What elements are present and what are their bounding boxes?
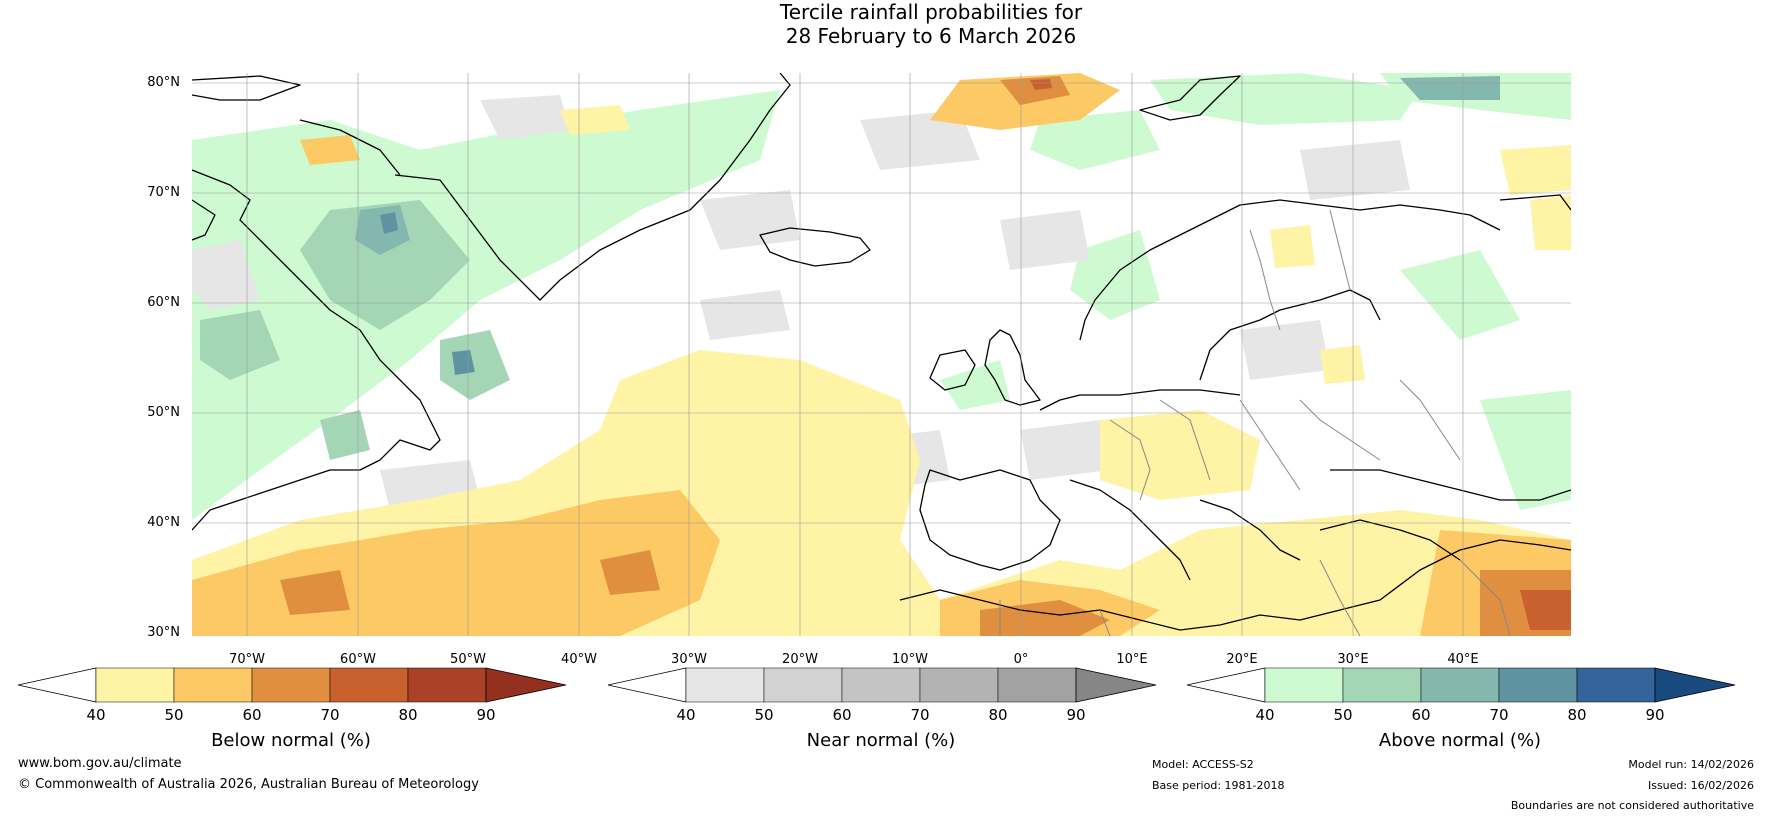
- lat-label: 30°N: [147, 625, 180, 640]
- legend-tick: 50: [164, 706, 184, 724]
- legend-tick: 80: [988, 706, 1008, 724]
- lon-label: 0°: [1013, 652, 1029, 667]
- model-name: Model: ACCESS-S2: [1152, 758, 1254, 771]
- legend-label-near-normal: Near normal (%): [806, 730, 956, 751]
- legend-tick: 60: [242, 706, 262, 724]
- lon-label: 50°W: [450, 652, 486, 667]
- legend-tick: 70: [1489, 706, 1509, 724]
- lon-label: 40°E: [1447, 652, 1479, 667]
- legend-below-normal-bar: [17, 667, 567, 703]
- legend-tick: 70: [320, 706, 340, 724]
- legend-tick: 50: [754, 706, 774, 724]
- legend-label-above-normal: Above normal (%): [1378, 730, 1542, 751]
- lon-label: 20°E: [1226, 652, 1258, 667]
- lat-label: 40°N: [147, 515, 180, 530]
- website-link[interactable]: www.bom.gov.au/climate: [18, 756, 182, 771]
- model-run-date: Model run: 14/02/2026: [1628, 758, 1754, 771]
- lat-label: 60°N: [147, 295, 180, 310]
- title-line-1: Tercile rainfall probabilities for: [779, 0, 1083, 24]
- lat-label: 50°N: [147, 405, 180, 420]
- legend-tick: 90: [476, 706, 496, 724]
- lon-label: 40°W: [561, 652, 597, 667]
- legend-tick: 60: [1411, 706, 1431, 724]
- country-borders: [999, 209, 1511, 636]
- legend-tick: 50: [1333, 706, 1353, 724]
- base-period: Base period: 1981-2018: [1152, 779, 1285, 792]
- legend-tick: 80: [1567, 706, 1587, 724]
- lon-label: 10°W: [892, 652, 928, 667]
- probability-patches: [192, 73, 1571, 636]
- legend-tick: 70: [910, 706, 930, 724]
- lon-label: 30°E: [1337, 652, 1369, 667]
- legend-tick: 90: [1645, 706, 1665, 724]
- lat-label: 70°N: [147, 185, 180, 200]
- lon-label: 30°W: [671, 652, 707, 667]
- lon-label: 70°W: [229, 652, 265, 667]
- lon-label: 60°W: [340, 652, 376, 667]
- legend-tick: 90: [1066, 706, 1086, 724]
- legend-tick: 40: [1255, 706, 1275, 724]
- coastlines: [192, 73, 1571, 631]
- legend-tick: 40: [676, 706, 696, 724]
- legend-label-below-normal: Below normal (%): [211, 730, 371, 751]
- copyright-notice: © Commonwealth of Australia 2026, Austra…: [18, 777, 479, 792]
- boundaries-disclaimer: Boundaries are not considered authoritat…: [1510, 799, 1754, 812]
- lon-label: 20°W: [782, 652, 818, 667]
- title-line-2: 28 February to 6 March 2026: [785, 24, 1077, 48]
- lon-label: 10°E: [1116, 652, 1148, 667]
- lat-label: 80°N: [147, 75, 180, 90]
- legend-tick: 40: [86, 706, 106, 724]
- legend-tick: 80: [398, 706, 418, 724]
- legend-above-normal-bar: [1186, 667, 1736, 703]
- map-title: Tercile rainfall probabilities for 28 Fe…: [0, 0, 1770, 48]
- issued-date: Issued: 16/02/2026: [1647, 779, 1754, 792]
- graticule: [192, 73, 1571, 636]
- legend-tick: 60: [832, 706, 852, 724]
- legend-near-normal-bar: [607, 667, 1157, 703]
